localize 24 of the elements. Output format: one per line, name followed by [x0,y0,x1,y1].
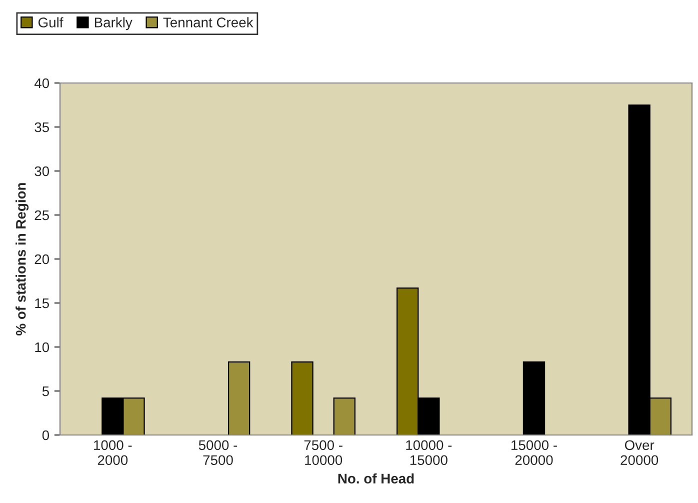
y-tick-label: 35 [34,122,50,132]
x-axis-title: No. of Head [338,473,414,484]
y-axis-title: % of stations in Region [16,183,29,336]
y-tick-label: 10 [35,342,50,352]
y-tick-label: 5 [42,386,49,396]
y-tick-label: 40 [34,78,50,88]
x-tick-label: 5000 - 7500 [198,440,238,466]
y-tick-label: 0 [42,430,50,440]
bar [291,361,314,435]
legend-label: Gulf [38,17,64,28]
y-tick-label: 30 [34,166,50,176]
bar [522,361,546,435]
x-tick-label: 7500 - 10000 [304,440,342,466]
y-tick-label: 25 [34,210,50,220]
y-tick-label: 15 [35,298,50,308]
bar [333,397,356,435]
bar [228,361,250,435]
y-tick-label: 20 [34,254,50,264]
x-tick-label: 1000 - 2000 [94,440,132,466]
x-tick-label: 15000 - 20000 [512,440,557,466]
legend-label: Tennant Creek [163,17,254,28]
legend-label: Barkly [94,17,132,30]
x-tick-label: 10000 - 15000 [406,440,452,466]
x-tick-label: Over 20000 [620,440,658,466]
